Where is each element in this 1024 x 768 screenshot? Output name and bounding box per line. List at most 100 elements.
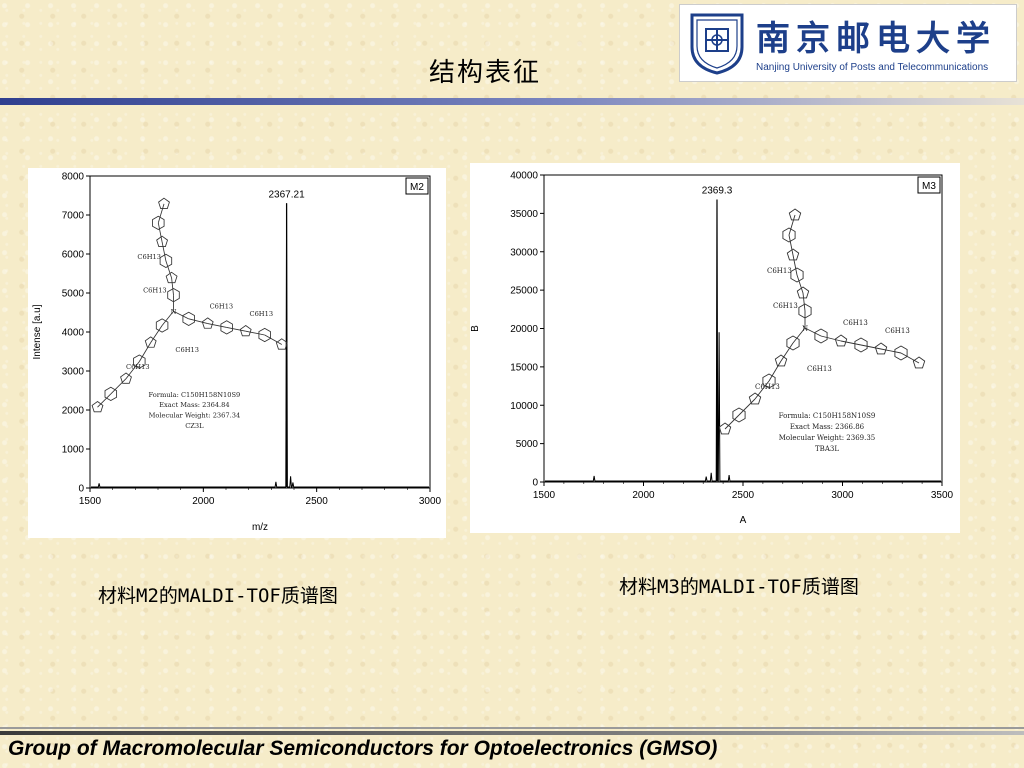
mol-ring-thiophene-2-5 xyxy=(91,400,104,413)
mol-bond-2-2 xyxy=(768,360,782,382)
mol-ring-benzene-0-4 xyxy=(152,215,165,231)
mol-molecular-weight: Molecular Weight: 2369.35 xyxy=(779,434,876,442)
mol-bond-0-5 xyxy=(157,203,165,224)
mol-ring-thiophene-2-3 xyxy=(748,392,762,405)
y-tick-label: 0 xyxy=(532,478,538,489)
group-footer: Group of Macromolecular Semiconductors f… xyxy=(8,737,718,760)
plot-frame xyxy=(89,175,431,489)
chart-m3-panel: 0 5000 10000 15000 20000 25000 30000 35000 40000… xyxy=(470,163,960,533)
mol-ring-thiophene-2-1 xyxy=(774,354,788,367)
series-label-box xyxy=(917,176,941,194)
mol-ring-thiophene-0-3 xyxy=(786,248,800,261)
x-axis-label: m/z xyxy=(252,522,268,533)
chart-m3: 0 5000 10000 15000 20000 25000 30000 35000 40000… xyxy=(470,171,954,527)
mol-bond-2-0 xyxy=(161,310,174,326)
mol-ring-benzene-1-0 xyxy=(182,311,195,326)
mol-ring-thiophene-1-5 xyxy=(912,356,926,369)
mol-bond-2-4 xyxy=(738,398,756,416)
y-tick-label: 5000 xyxy=(62,289,85,300)
mol-ring-benzene-2-0 xyxy=(155,318,169,333)
y-axis-label: B xyxy=(470,325,481,332)
mol-ring-benzene-0-0 xyxy=(798,303,812,319)
y-tick-label: 35000 xyxy=(510,209,538,220)
mol-bond-0-3 xyxy=(161,241,167,261)
university-logo: 南京邮电大学 Nanjing University of Posts and T… xyxy=(679,4,1017,82)
mol-ring-benzene-0-4 xyxy=(782,227,796,243)
mol-bond-0-2 xyxy=(165,260,173,279)
mol-ring-thiophene-1-1 xyxy=(201,317,214,329)
mol-bond-1-5 xyxy=(264,334,283,345)
x-tick-label: 3500 xyxy=(931,490,954,501)
mol-bond-1-3 xyxy=(860,344,882,350)
mol-ring-thiophene-0-1 xyxy=(165,271,178,284)
x-tick-label: 3000 xyxy=(419,496,442,507)
y-tick-label: 40000 xyxy=(510,171,538,182)
x-tick-label: 2500 xyxy=(306,496,329,507)
university-name-en: Nanjing University of Posts and Telecomm… xyxy=(756,62,989,73)
mol-bond-0-1 xyxy=(171,277,174,296)
mol-ring-thiophene-0-3 xyxy=(156,235,169,247)
mol-bond-1-4 xyxy=(245,330,265,336)
x-tick-label: 1500 xyxy=(533,490,556,501)
molecule-structure-0: N C6H13 C6H13 C6H13 C6H13 C6H13 C6H13 Formula: … xyxy=(91,197,288,430)
mol-formula: Formula: C150H158N10S9 xyxy=(149,391,241,399)
mol-substituent-label: C6H13 xyxy=(137,253,161,261)
mol-ring-benzene-2-0 xyxy=(786,335,800,351)
mol-substituent-label: C6H13 xyxy=(807,365,832,373)
y-tick-label: 20000 xyxy=(510,324,538,335)
mol-ring-thiophene-1-1 xyxy=(834,334,848,347)
mol-substituent-label: C6H13 xyxy=(250,310,274,318)
mol-exact-mass: Exact Mass: 2364.84 xyxy=(159,401,229,409)
mol-substituent-label: C6H13 xyxy=(755,383,780,391)
y-tick-label: 4000 xyxy=(62,328,85,339)
mol-bond-2-5 xyxy=(97,393,112,408)
x-axis-label: A xyxy=(740,515,747,526)
mol-bond-2-1 xyxy=(150,325,163,343)
university-name-cn: 南京邮电大学 xyxy=(756,19,996,59)
peak-value-label: 2367.21 xyxy=(268,189,305,200)
mol-bond-0-1 xyxy=(802,292,806,312)
mol-ring-thiophene-1-3 xyxy=(239,324,252,337)
mol-bond-1-1 xyxy=(820,335,842,342)
x-tick-label: 2500 xyxy=(732,490,755,501)
caption-m3: 材料M3的MALDI-TOF质谱图 xyxy=(619,576,859,598)
x-tick-label: 1500 xyxy=(79,496,102,507)
mol-ring-benzene-1-2 xyxy=(854,337,868,353)
molecule-structure-1: N C6H13 C6H13 C6H13 C6H13 C6H13 C6H13 Formula: … xyxy=(718,208,926,453)
mol-bond-2-3 xyxy=(125,361,140,379)
mol-substituent-label: C6H13 xyxy=(210,302,234,310)
mol-bond-0-5 xyxy=(788,214,796,236)
mol-bond-2-0 xyxy=(792,327,806,344)
mol-bond-0-4 xyxy=(157,222,163,242)
mol-ring-benzene-0-0 xyxy=(167,287,180,303)
footer-divider-thin xyxy=(0,727,1024,729)
y-tick-label: 3000 xyxy=(62,367,85,378)
university-seal-icon xyxy=(690,13,744,75)
mol-bond-1-5 xyxy=(900,352,920,364)
y-tick-label: 6000 xyxy=(62,250,85,261)
mol-substituent-label: C6H13 xyxy=(175,346,199,354)
mol-bond-1-3 xyxy=(226,326,246,332)
peak-value-label: 2369.3 xyxy=(702,186,733,197)
mol-bond-1-0 xyxy=(804,327,822,337)
y-tick-label: 2000 xyxy=(62,406,85,417)
mol-bond-2-5 xyxy=(724,414,740,430)
mol-ring-benzene-2-4 xyxy=(104,386,118,402)
mol-substituent-label: C6H13 xyxy=(773,302,798,310)
mol-bond-1-2 xyxy=(840,340,862,346)
mol-center-nitrogen: N xyxy=(802,325,808,333)
y-tick-label: 8000 xyxy=(62,172,85,183)
caption-m2: 材料M2的MALDI-TOF质谱图 xyxy=(98,585,338,607)
mol-substituent-label: C6H13 xyxy=(126,363,150,371)
mol-bond-2-4 xyxy=(110,378,127,395)
mol-ring-benzene-2-2 xyxy=(133,354,146,369)
mol-bond-2-1 xyxy=(780,342,794,362)
mol-ring-thiophene-2-3 xyxy=(120,372,132,384)
mol-ring-benzene-1-4 xyxy=(894,345,908,361)
mol-ring-thiophene-1-3 xyxy=(874,342,888,355)
y-tick-label: 30000 xyxy=(510,247,538,258)
mol-exact-mass: Exact Mass: 2366.86 xyxy=(790,423,865,431)
y-tick-label: 5000 xyxy=(516,439,539,450)
mol-substituent-label: C6H13 xyxy=(843,319,868,327)
chart-m2: 0 1000 2000 3000 4000 5000 6000 7000 8000 1500 200… xyxy=(32,172,442,534)
